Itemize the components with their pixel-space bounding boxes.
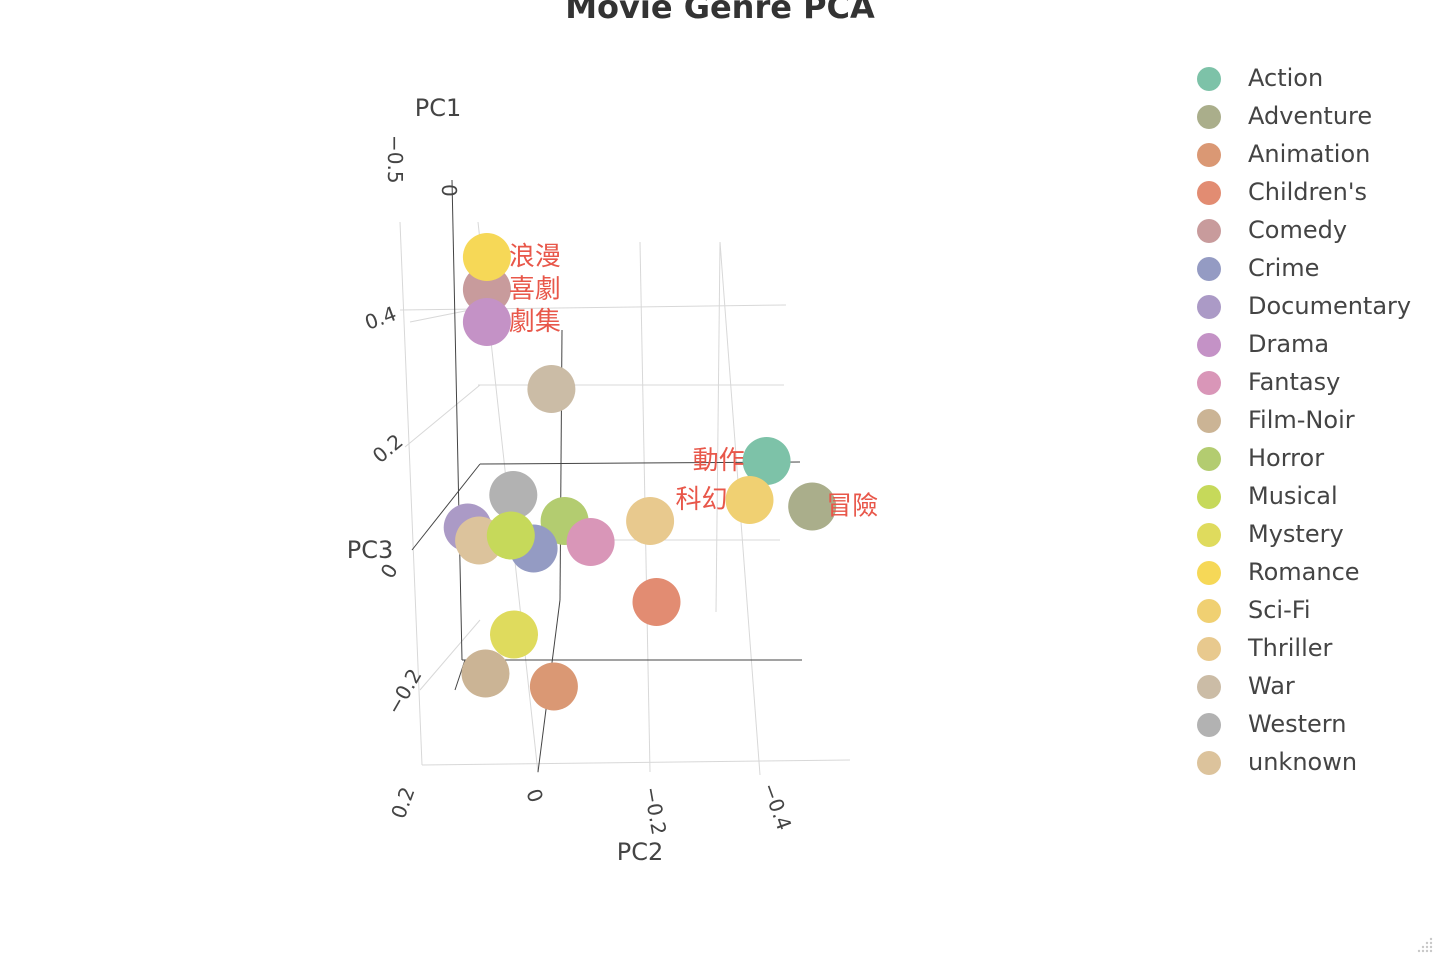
- scene-grid: [399, 221, 851, 776]
- legend-label: Thriller: [1248, 634, 1333, 662]
- data-label-drama: 劇集: [509, 307, 561, 337]
- legend-marker-icon: [1197, 105, 1221, 129]
- legend-label: Animation: [1248, 140, 1371, 168]
- data-point-animation[interactable]: [529, 662, 578, 711]
- legend-label: Sci-Fi: [1248, 596, 1311, 624]
- legend-label: Adventure: [1248, 102, 1373, 130]
- legend-item[interactable]: Animation: [1190, 136, 1430, 174]
- legend-item[interactable]: War: [1190, 668, 1430, 706]
- legend-marker-icon: [1197, 67, 1221, 91]
- legend-item[interactable]: Horror: [1190, 440, 1430, 478]
- legend-label: Western: [1248, 710, 1347, 738]
- data-label-action: 動作: [693, 446, 745, 476]
- data-point-war[interactable]: [527, 365, 576, 413]
- legend-item[interactable]: Musical: [1190, 478, 1430, 516]
- legend: Action Adventure Animation Children's Comedy…: [1190, 60, 1430, 782]
- legend-item[interactable]: unknown: [1190, 744, 1430, 782]
- data-label-adventure: 冒險: [826, 492, 878, 522]
- tick-label-pc2: −0.2: [639, 785, 671, 837]
- legend-marker-icon: [1197, 257, 1221, 281]
- legend-marker-icon: [1197, 333, 1221, 357]
- legend-label: Comedy: [1248, 216, 1348, 244]
- legend-label: Children's: [1248, 178, 1367, 206]
- axis-title-pc1: PC1: [415, 94, 462, 122]
- data-point-sci-fi[interactable]: [725, 476, 774, 524]
- tick-label-pc3: 0.4: [362, 301, 400, 334]
- data-label-sci-fi: 科幻: [675, 485, 727, 515]
- chart-title: Movie Genre PCA: [565, 0, 875, 26]
- legend-label: unknown: [1248, 748, 1358, 776]
- data-point-drama[interactable]: [462, 298, 511, 346]
- data-point-western[interactable]: [489, 471, 538, 519]
- pca-3d-scatter[interactable]: PC1 PC3 PC2 −0.5 0 0.4 0.2 0 −0.2 0.2 0 …: [0, 0, 1100, 956]
- legend-marker-icon: [1197, 523, 1221, 547]
- data-point-musical[interactable]: [486, 511, 535, 560]
- tick-label-pc1: 0: [437, 184, 461, 197]
- data-point-adventure[interactable]: [788, 482, 837, 531]
- legend-marker-icon: [1197, 485, 1221, 509]
- axis-title-pc3: PC3: [347, 536, 394, 564]
- data-label-romance: 浪漫: [509, 242, 561, 272]
- tick-label-pc2: 0: [521, 786, 548, 806]
- legend-label: Documentary: [1248, 292, 1412, 320]
- axis-title-pc2: PC2: [617, 838, 664, 866]
- legend-marker-icon: [1197, 409, 1221, 433]
- legend-marker-icon: [1197, 637, 1221, 661]
- legend-label: Fantasy: [1248, 368, 1341, 396]
- data-point-fantasy[interactable]: [566, 518, 615, 566]
- legend-label: Crime: [1248, 254, 1320, 282]
- data-point-action[interactable]: [742, 437, 791, 485]
- data-label-comedy: 喜劇: [509, 275, 561, 305]
- tick-label-pc2: −0.4: [757, 780, 796, 834]
- legend-marker-icon: [1197, 447, 1221, 471]
- legend-item[interactable]: Comedy: [1190, 212, 1430, 250]
- legend-marker-icon: [1197, 295, 1221, 319]
- legend-marker-icon: [1197, 181, 1221, 205]
- legend-marker-icon: [1197, 219, 1221, 243]
- legend-label: Horror: [1248, 444, 1325, 472]
- legend-marker-icon: [1197, 675, 1221, 699]
- legend-label: Romance: [1248, 558, 1360, 586]
- legend-item[interactable]: Adventure: [1190, 98, 1430, 136]
- data-point-film-noir[interactable]: [461, 649, 510, 698]
- legend-label: War: [1248, 672, 1295, 700]
- legend-label: Action: [1248, 64, 1324, 92]
- data-point-children-s[interactable]: [632, 578, 681, 626]
- legend-item[interactable]: Thriller: [1190, 630, 1430, 668]
- legend-item[interactable]: Fantasy: [1190, 364, 1430, 402]
- legend-item[interactable]: Mystery: [1190, 516, 1430, 554]
- tick-label-pc1: −0.5: [383, 135, 407, 184]
- data-point-romance[interactable]: [462, 233, 511, 281]
- legend-marker-icon: [1197, 751, 1221, 775]
- tick-label-pc3: 0.2: [368, 429, 408, 468]
- legend-marker-icon: [1197, 713, 1221, 737]
- legend-label: Film-Noir: [1248, 406, 1355, 434]
- legend-item[interactable]: Western: [1190, 706, 1430, 744]
- resize-handle-icon[interactable]: [1412, 932, 1434, 954]
- legend-item[interactable]: Documentary: [1190, 288, 1430, 326]
- legend-item[interactable]: Film-Noir: [1190, 402, 1430, 440]
- legend-item[interactable]: Romance: [1190, 554, 1430, 592]
- legend-marker-icon: [1197, 561, 1221, 585]
- legend-item[interactable]: Children's: [1190, 174, 1430, 212]
- data-point-thriller[interactable]: [626, 497, 675, 545]
- legend-marker-icon: [1197, 143, 1221, 167]
- legend-item[interactable]: Sci-Fi: [1190, 592, 1430, 630]
- legend-marker-icon: [1197, 599, 1221, 623]
- legend-marker-icon: [1197, 371, 1221, 395]
- data-markers: [443, 233, 837, 711]
- legend-label: Mystery: [1248, 520, 1344, 548]
- legend-item[interactable]: Crime: [1190, 250, 1430, 288]
- legend-label: Drama: [1248, 330, 1330, 358]
- legend-item[interactable]: Action: [1190, 60, 1430, 98]
- legend-label: Musical: [1248, 482, 1338, 510]
- tick-label-pc2: 0.2: [386, 784, 419, 822]
- data-point-mystery[interactable]: [490, 610, 538, 659]
- legend-item[interactable]: Drama: [1190, 326, 1430, 364]
